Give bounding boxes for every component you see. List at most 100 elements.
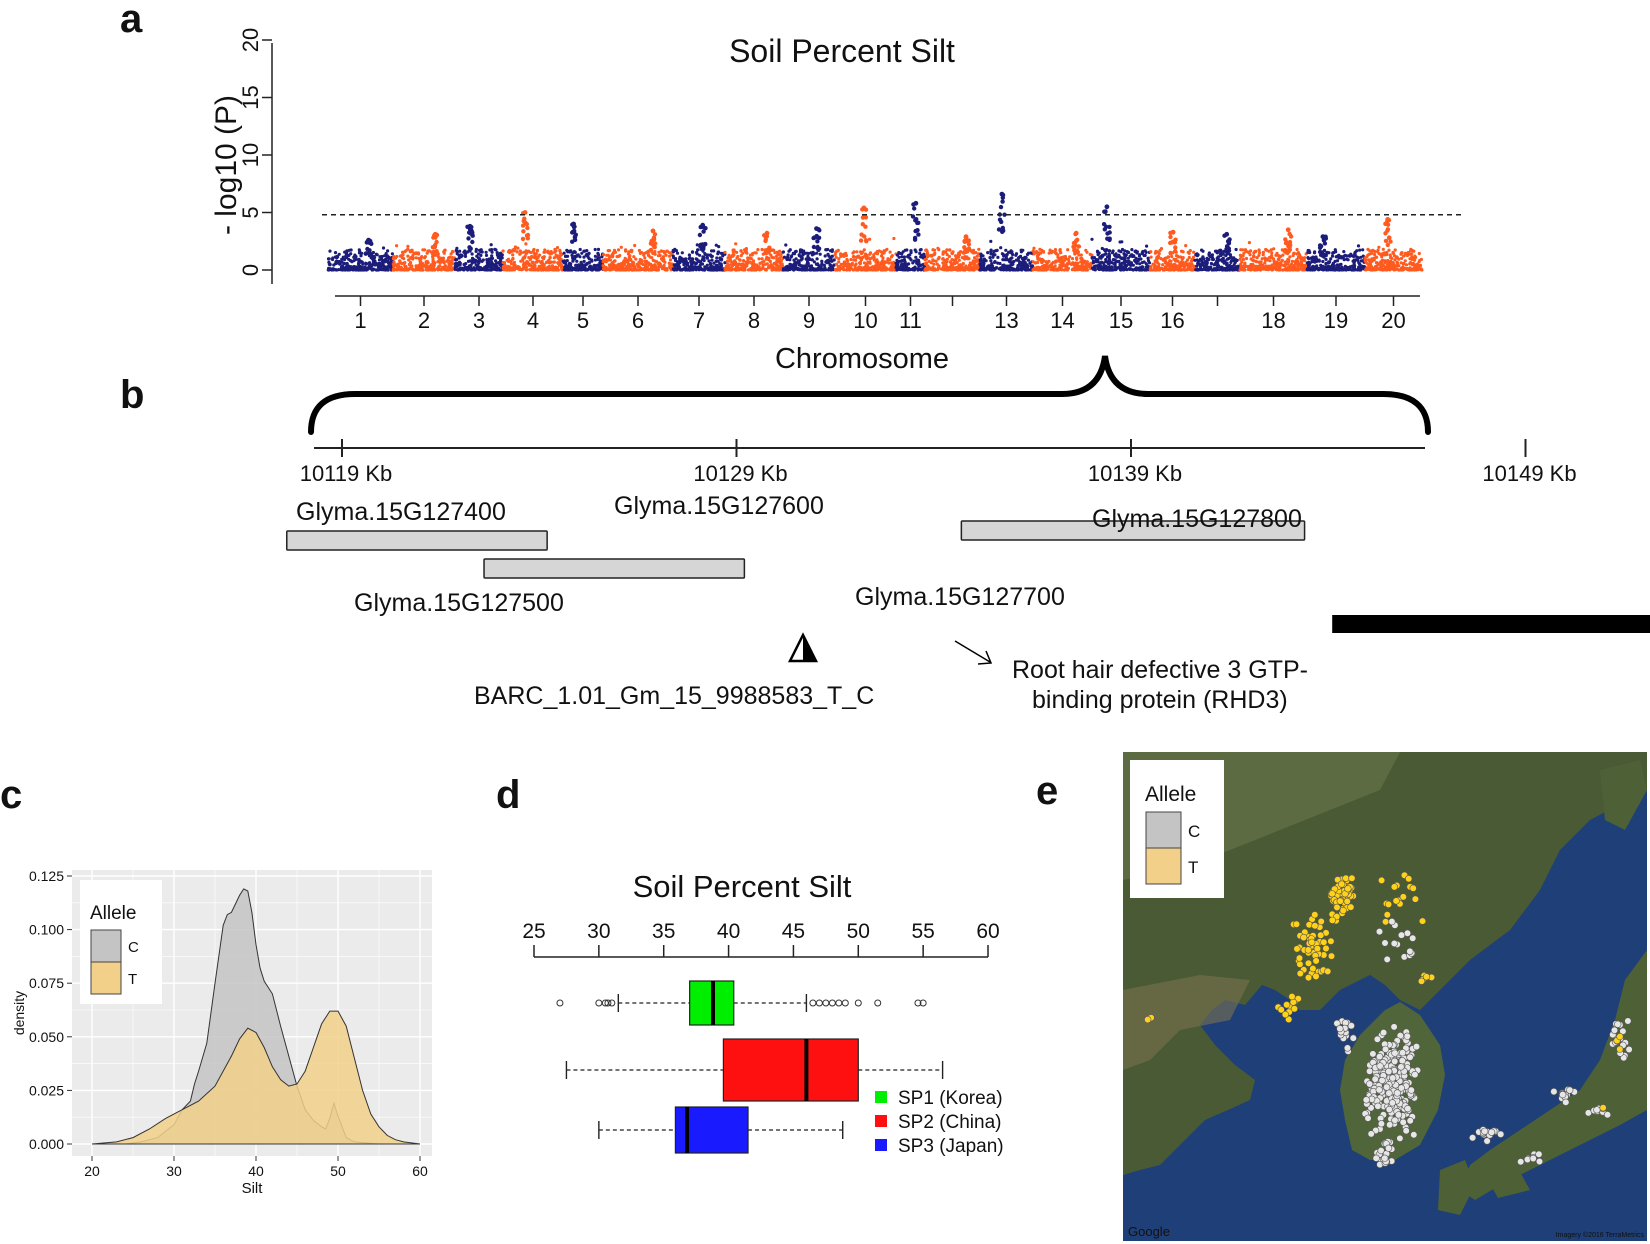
snp-point xyxy=(406,244,410,248)
snp-point xyxy=(1257,253,1261,257)
snp-point xyxy=(941,252,945,256)
snp-point xyxy=(524,268,528,272)
snp-point xyxy=(643,259,647,263)
snp-point xyxy=(1084,267,1088,271)
snp-point xyxy=(384,267,388,271)
snp-point xyxy=(499,254,503,259)
snp-point xyxy=(364,261,368,265)
snp-point xyxy=(771,264,775,268)
snp-point xyxy=(881,268,885,272)
snp-point xyxy=(1303,256,1307,260)
snp-point xyxy=(1079,253,1083,257)
snp-point xyxy=(714,263,719,267)
snp-point xyxy=(670,262,674,266)
snp-point xyxy=(862,261,867,265)
snp-point xyxy=(1393,248,1397,252)
snp-point xyxy=(965,249,970,254)
snp-point xyxy=(430,245,436,250)
snp-point xyxy=(535,255,540,259)
snp-point xyxy=(834,262,839,266)
snp-point xyxy=(632,268,636,272)
snp-point xyxy=(715,256,719,260)
snp-point xyxy=(642,253,646,257)
snp-point xyxy=(996,227,1002,232)
snp-point xyxy=(823,254,827,258)
snp-point xyxy=(723,250,727,254)
snp-point xyxy=(1141,249,1145,254)
snp-point xyxy=(1122,267,1126,272)
snp-point xyxy=(476,260,480,264)
snp-point xyxy=(350,267,354,271)
snp-point xyxy=(811,244,817,250)
snp-point xyxy=(1060,259,1064,263)
snp-point xyxy=(537,265,541,269)
snp-point xyxy=(539,268,543,272)
snp-point xyxy=(623,256,627,260)
snp-point xyxy=(616,248,621,252)
snp-point xyxy=(663,260,667,264)
snp-point xyxy=(548,256,552,260)
snp-point xyxy=(937,248,941,252)
snp-point xyxy=(1157,267,1161,271)
snp-point xyxy=(1381,247,1385,251)
snp-point xyxy=(1140,261,1144,265)
snp-point xyxy=(1260,257,1264,261)
snp-point xyxy=(919,255,923,259)
snp-point xyxy=(1277,255,1282,259)
snp-point xyxy=(650,256,654,260)
snp-point xyxy=(777,267,781,271)
snp-point xyxy=(1021,248,1025,252)
snp-point xyxy=(1270,254,1274,258)
snp-point xyxy=(342,258,347,262)
snp-point xyxy=(349,265,353,269)
snp-point xyxy=(860,222,865,227)
y-tick-label: 15 xyxy=(238,85,263,109)
snp-point xyxy=(1134,268,1138,272)
snp-point xyxy=(440,258,444,262)
snp-point xyxy=(852,258,856,262)
snp-point xyxy=(1144,250,1148,254)
chromosome-points xyxy=(601,228,675,272)
snp-point xyxy=(765,262,769,266)
snp-point xyxy=(1169,262,1173,266)
snp-point xyxy=(875,258,879,262)
snp-point xyxy=(552,265,557,270)
snp-point xyxy=(1317,259,1321,263)
snp-point xyxy=(360,265,364,269)
snp-point xyxy=(1290,265,1294,269)
snp-point xyxy=(1226,241,1232,246)
snp-point xyxy=(1058,251,1063,255)
snp-point xyxy=(1399,261,1403,265)
snp-point xyxy=(429,268,433,272)
snp-point xyxy=(628,266,632,270)
snp-point xyxy=(998,261,1002,266)
snp-point xyxy=(1089,253,1093,257)
snp-point xyxy=(332,263,336,267)
snp-point xyxy=(672,256,676,260)
snp-point xyxy=(934,259,938,263)
snp-point xyxy=(1257,266,1261,270)
snp-point xyxy=(1265,248,1269,252)
snp-point xyxy=(1289,262,1294,266)
snp-point xyxy=(812,260,817,264)
manhattan-x-ticks: 1 2 3 4 5 6 7 8 9 10 11 13 14 15 16 18 19 20 xyxy=(354,296,1406,333)
snp-point xyxy=(1102,248,1106,252)
snp-point xyxy=(974,267,978,271)
snp-point xyxy=(387,256,391,261)
snp-point xyxy=(1118,255,1122,259)
snp-point xyxy=(1053,248,1058,252)
snp-point xyxy=(1330,254,1335,258)
snp-point xyxy=(499,251,503,255)
snp-point xyxy=(1123,249,1127,253)
snp-point xyxy=(1004,256,1009,261)
snp-point xyxy=(856,268,860,272)
snp-point xyxy=(1079,256,1083,260)
snp-point xyxy=(575,259,579,263)
snp-point xyxy=(1283,260,1287,264)
snp-point xyxy=(818,252,822,256)
snp-point xyxy=(490,250,494,254)
snp-point xyxy=(509,262,514,266)
panel-label-d: d xyxy=(496,773,520,817)
snp-point xyxy=(902,255,907,259)
snp-point xyxy=(1095,249,1100,253)
